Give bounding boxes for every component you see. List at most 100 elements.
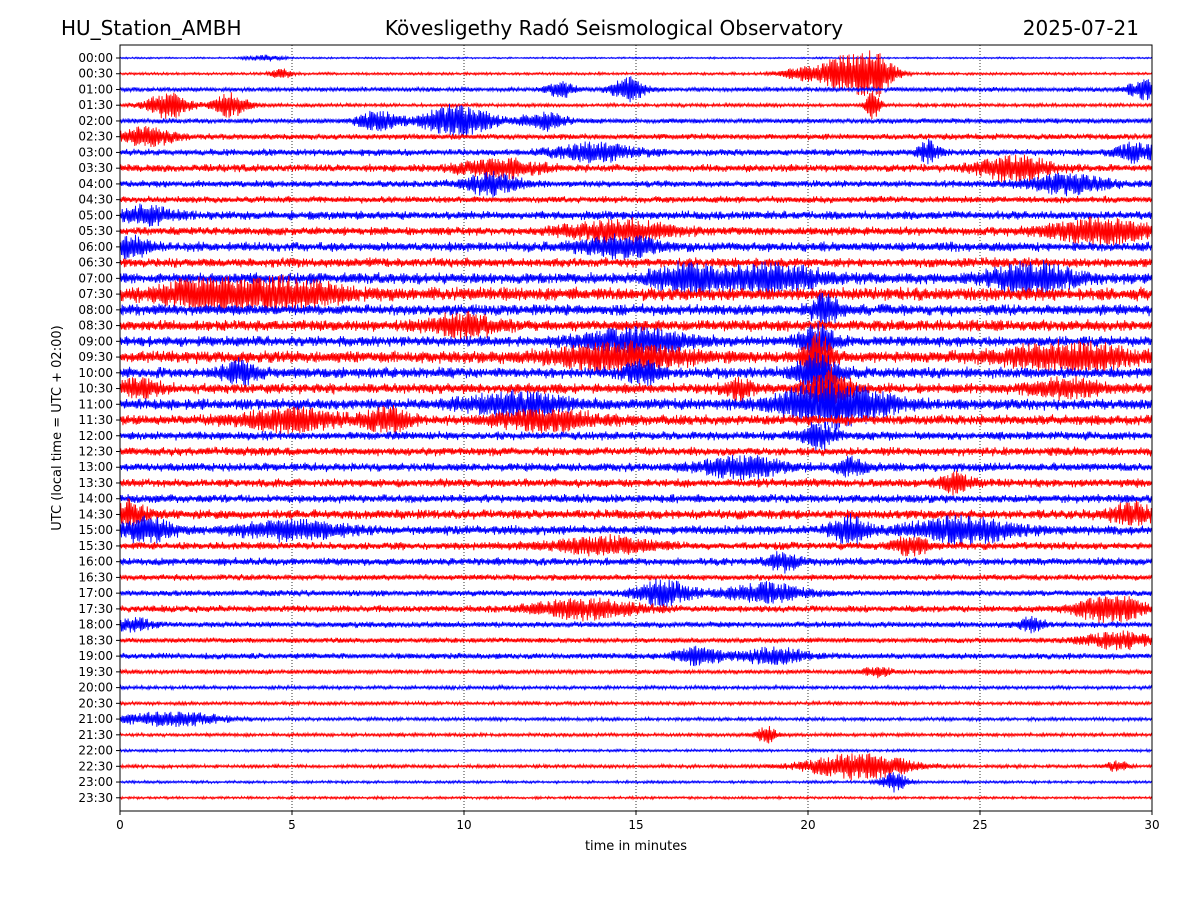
trace-1800 bbox=[119, 616, 1153, 634]
y-tick-label-1830: 18:30 bbox=[78, 633, 113, 647]
y-tick-label-0230: 02:30 bbox=[78, 130, 113, 144]
y-tick-label-0200: 02:00 bbox=[78, 114, 113, 128]
y-tick-label-1500: 15:00 bbox=[78, 523, 113, 537]
x-tick-label-20: 20 bbox=[800, 818, 815, 832]
y-tick-label-1730: 17:30 bbox=[78, 602, 113, 616]
y-tick-label-2330: 23:30 bbox=[78, 791, 113, 805]
station-name: HU_Station_AMBH bbox=[61, 16, 242, 40]
y-axis-label: UTC (local time = UTC + 02:00) bbox=[50, 325, 65, 530]
trace-0830 bbox=[119, 310, 1153, 342]
y-tick-label-0400: 04:00 bbox=[78, 177, 113, 191]
y-tick-label-1900: 19:00 bbox=[78, 649, 113, 663]
trace-2200 bbox=[119, 747, 1153, 754]
trace-0400 bbox=[119, 170, 1153, 198]
trace-0430 bbox=[119, 195, 1153, 204]
y-tick-label-1930: 19:30 bbox=[78, 665, 113, 679]
trace-0600 bbox=[119, 233, 1153, 260]
observatory-title: Kövesligethy Radó Seismological Observat… bbox=[384, 16, 844, 40]
trace-0000 bbox=[119, 54, 1153, 62]
trace-2300 bbox=[119, 772, 1153, 793]
y-tick-label-1530: 15:30 bbox=[78, 539, 113, 553]
y-tick-label-1300: 13:00 bbox=[78, 460, 113, 474]
trace-2100 bbox=[119, 711, 1153, 727]
y-tick-label-0030: 00:30 bbox=[78, 67, 113, 81]
y-tick-label-2100: 21:00 bbox=[78, 712, 113, 726]
y-tick-label-0900: 09:00 bbox=[78, 334, 113, 348]
y-tick-label-0130: 01:30 bbox=[78, 98, 113, 112]
y-tick-label-0300: 03:00 bbox=[78, 145, 113, 159]
y-tick-label-0700: 07:00 bbox=[78, 271, 113, 285]
y-tick-label-1100: 11:00 bbox=[78, 397, 113, 411]
y-tick-label-1400: 14:00 bbox=[78, 492, 113, 506]
trace-1430 bbox=[119, 498, 1153, 529]
x-axis-ticks: 0 5 10 15 20 25 30 bbox=[116, 811, 1160, 832]
trace-0100 bbox=[119, 76, 1153, 103]
x-tick-label-25: 25 bbox=[972, 818, 987, 832]
trace-1730 bbox=[119, 595, 1153, 623]
trace-0500 bbox=[119, 203, 1153, 227]
y-tick-label-0430: 04:30 bbox=[78, 193, 113, 207]
seismic-traces bbox=[119, 50, 1153, 801]
trace-0030 bbox=[119, 50, 1153, 97]
trace-1900 bbox=[119, 645, 1153, 667]
trace-1600 bbox=[119, 551, 1153, 574]
y-tick-label-1600: 16:00 bbox=[78, 555, 113, 569]
x-tick-label-5: 5 bbox=[288, 818, 296, 832]
trace-0630 bbox=[119, 257, 1153, 268]
x-tick-label-15: 15 bbox=[628, 818, 643, 832]
y-tick-label-1800: 18:00 bbox=[78, 618, 113, 632]
trace-1300 bbox=[119, 454, 1153, 481]
x-tick-label-30: 30 bbox=[1144, 818, 1159, 832]
y-tick-label-2200: 22:00 bbox=[78, 744, 113, 758]
y-tick-label-0930: 09:30 bbox=[78, 350, 113, 364]
trace-1630 bbox=[119, 573, 1153, 582]
trace-2330 bbox=[119, 794, 1153, 801]
trace-1830 bbox=[119, 630, 1153, 651]
record-date: 2025-07-21 bbox=[1022, 16, 1139, 40]
trace-1700 bbox=[119, 578, 1153, 608]
y-tick-label-1330: 13:30 bbox=[78, 476, 113, 490]
y-tick-label-0630: 06:30 bbox=[78, 256, 113, 270]
trace-0800 bbox=[119, 292, 1153, 325]
trace-1330 bbox=[119, 470, 1153, 496]
trace-1200 bbox=[119, 421, 1153, 451]
trace-1400 bbox=[119, 493, 1153, 504]
y-tick-label-0600: 06:00 bbox=[78, 240, 113, 254]
trace-0930 bbox=[119, 331, 1153, 380]
y-tick-label-1700: 17:00 bbox=[78, 586, 113, 600]
trace-1000 bbox=[119, 351, 1153, 391]
trace-0230 bbox=[119, 125, 1153, 148]
y-tick-label-2130: 21:30 bbox=[78, 728, 113, 742]
trace-2030 bbox=[119, 699, 1153, 707]
trace-0130 bbox=[119, 90, 1153, 120]
x-tick-label-10: 10 bbox=[456, 818, 471, 832]
trace-2130 bbox=[119, 726, 1153, 744]
trace-0300 bbox=[119, 138, 1153, 165]
trace-0330 bbox=[119, 154, 1153, 183]
y-tick-label-0830: 08:30 bbox=[78, 319, 113, 333]
y-tick-label-2000: 20:00 bbox=[78, 681, 113, 695]
y-tick-label-0000: 00:00 bbox=[78, 51, 113, 65]
trace-1230 bbox=[119, 446, 1153, 457]
y-tick-label-0730: 07:30 bbox=[78, 287, 113, 301]
trace-0200 bbox=[119, 103, 1153, 137]
trace-1130 bbox=[119, 405, 1153, 435]
y-tick-label-1130: 11:30 bbox=[78, 413, 113, 427]
y-tick-label-1230: 12:30 bbox=[78, 445, 113, 459]
y-tick-label-2030: 20:30 bbox=[78, 696, 113, 710]
y-tick-label-1630: 16:30 bbox=[78, 570, 113, 584]
y-tick-label-0330: 03:30 bbox=[78, 161, 113, 175]
y-tick-label-1000: 10:00 bbox=[78, 366, 113, 380]
trace-1500 bbox=[119, 513, 1153, 546]
x-axis-label: time in minutes bbox=[585, 839, 687, 854]
y-tick-label-0100: 01:00 bbox=[78, 82, 113, 96]
y-tick-label-1030: 10:30 bbox=[78, 382, 113, 396]
trace-1030 bbox=[119, 366, 1153, 411]
y-tick-label-1200: 12:00 bbox=[78, 429, 113, 443]
trace-2230 bbox=[119, 753, 1153, 781]
y-tick-label-0530: 05:30 bbox=[78, 224, 113, 238]
trace-1530 bbox=[119, 534, 1153, 557]
trace-0730 bbox=[119, 274, 1153, 312]
